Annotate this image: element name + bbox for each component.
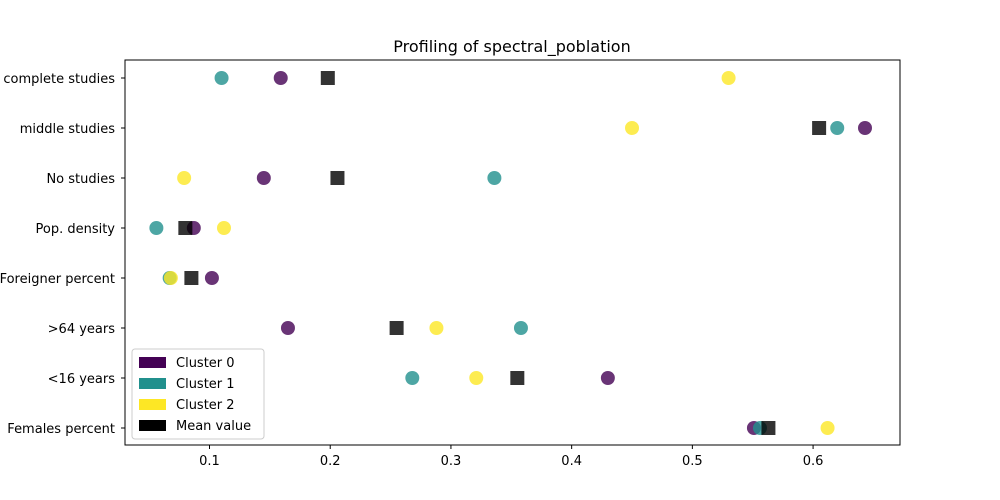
point-cluster-2-foreigner-percent bbox=[163, 271, 178, 285]
point-cluster-0-foreigner-percent bbox=[204, 271, 219, 285]
plot-area bbox=[124, 59, 901, 446]
point-mean-value-complete-studies bbox=[320, 71, 335, 85]
x-tick-label-2: 0.3 bbox=[441, 454, 462, 469]
legend-label-cluster-1: Cluster 1 bbox=[176, 377, 235, 392]
x-tick-label-3: 0.4 bbox=[561, 454, 582, 469]
legend-swatch-cluster-2 bbox=[139, 399, 166, 410]
y-axis: Females percent <16 years >64 years Foreign… bbox=[0, 72, 125, 437]
chart-title: Profiling of spectral_poblation bbox=[393, 37, 630, 57]
point-cluster-0-no-studies bbox=[256, 171, 271, 185]
point-cluster-2-no-studies bbox=[177, 171, 192, 185]
legend-label-cluster-0: Cluster 0 bbox=[176, 356, 235, 371]
x-axis: 0.1 0.2 0.3 0.4 0.5 0.6 bbox=[199, 445, 823, 469]
legend-swatch-mean-value bbox=[139, 420, 166, 431]
legend-box bbox=[131, 348, 265, 440]
legend-label-mean-value: Mean value bbox=[176, 419, 251, 434]
point-cluster-2-complete-studies bbox=[721, 71, 736, 85]
y-tick-label-pop-density: Pop. density bbox=[35, 222, 115, 237]
point-cluster-2-middle-studies bbox=[625, 121, 640, 135]
point-cluster-1-complete-studies bbox=[214, 71, 229, 85]
point-cluster-1-no-studies bbox=[487, 171, 502, 185]
point-cluster-0-complete-studies bbox=[273, 71, 288, 85]
y-tick-label-foreigner-percent: Foreigner percent bbox=[0, 272, 115, 287]
point-cluster-0-64-years bbox=[280, 321, 295, 335]
x-tick-label-4: 0.5 bbox=[682, 454, 703, 469]
y-tick-label-complete-studies: complete studies bbox=[3, 72, 115, 87]
point-mean-value-no-studies bbox=[330, 171, 345, 185]
legend-label-cluster-2: Cluster 2 bbox=[176, 398, 235, 413]
y-tick-label-middle-studies: middle studies bbox=[20, 122, 115, 137]
y-tick-label-64-years: >64 years bbox=[48, 322, 116, 337]
point-mean-value-foreigner-percent bbox=[184, 271, 199, 285]
point-mean-value-middle-studies bbox=[812, 121, 827, 135]
data-points bbox=[149, 71, 872, 435]
point-cluster-2-pop-density bbox=[216, 221, 231, 235]
point-cluster-0-middle-studies bbox=[857, 121, 872, 135]
legend: Cluster 0 Cluster 1 Cluster 2 Mean value bbox=[131, 348, 265, 440]
x-tick-label-5: 0.6 bbox=[803, 454, 824, 469]
y-tick-label-16-years: <16 years bbox=[48, 372, 116, 387]
point-cluster-1-pop-density bbox=[149, 221, 164, 235]
y-tick-label-females-percent: Females percent bbox=[7, 422, 115, 437]
point-mean-value-pop-density bbox=[178, 221, 193, 235]
point-mean-value-64-years bbox=[389, 321, 404, 335]
point-mean-value-16-years bbox=[510, 371, 525, 385]
y-tick-label-no-studies: No studies bbox=[46, 172, 115, 187]
legend-swatch-cluster-1 bbox=[139, 378, 166, 389]
legend-swatch-cluster-0 bbox=[139, 357, 166, 368]
point-cluster-2-16-years bbox=[469, 371, 484, 385]
point-cluster-1-middle-studies bbox=[830, 121, 845, 135]
point-cluster-2-females-percent bbox=[820, 421, 835, 435]
point-cluster-1-64-years bbox=[513, 321, 528, 335]
point-cluster-1-16-years bbox=[405, 371, 420, 385]
point-cluster-2-64-years bbox=[429, 321, 444, 335]
point-mean-value-females-percent bbox=[761, 421, 776, 435]
x-tick-label-1: 0.2 bbox=[320, 454, 341, 469]
x-tick-label-0: 0.1 bbox=[199, 454, 220, 469]
point-cluster-0-16-years bbox=[600, 371, 615, 385]
